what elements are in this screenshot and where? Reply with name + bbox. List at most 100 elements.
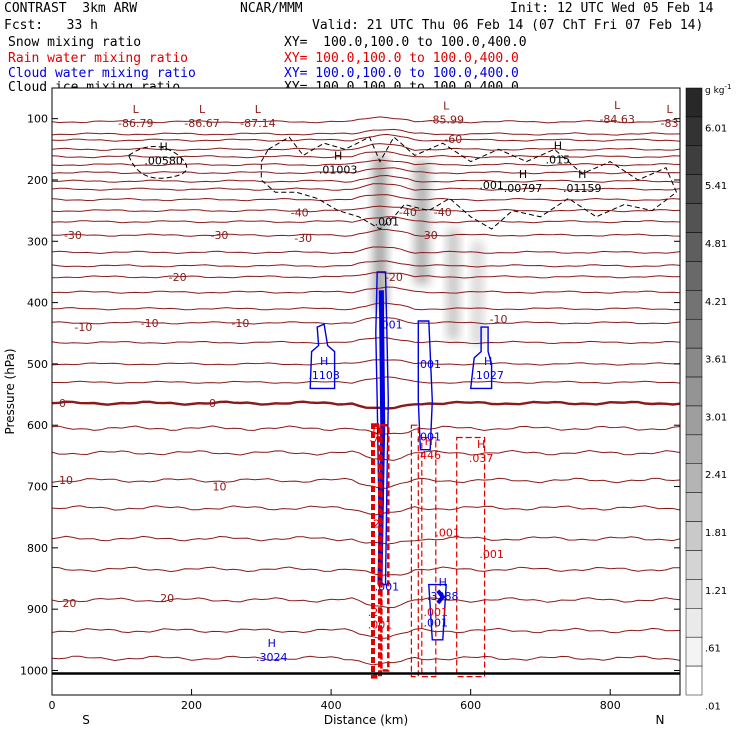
extremum-value: -85.99 xyxy=(429,113,464,126)
colorbar-box xyxy=(685,608,703,638)
contour-label: .001 xyxy=(378,319,403,332)
isotherm-contour xyxy=(51,359,681,366)
extremum-high-marker: H xyxy=(519,168,527,181)
extremum-high-marker: H xyxy=(439,576,447,589)
colorbar-label: 1.81 xyxy=(705,528,727,539)
direction-north-label: N xyxy=(656,713,665,727)
colorbar-box xyxy=(685,463,703,493)
colorbar-box xyxy=(685,492,703,522)
colorbar-box xyxy=(685,636,703,667)
isotherm-label: -40 xyxy=(291,206,309,219)
isotherm-contour xyxy=(51,133,681,142)
y-tick-label: 1000 xyxy=(20,664,48,677)
extremum-value: .1103 xyxy=(308,369,340,382)
isotherm-contour xyxy=(51,128,681,136)
contour-label: .001 xyxy=(479,548,504,561)
init-time: Init: 12 UTC Wed 05 Feb 14 xyxy=(510,1,714,16)
isotherm-label: -20 xyxy=(169,271,187,284)
isotherm-contour xyxy=(51,627,681,640)
rain-contour-3 xyxy=(410,424,419,678)
extremum-high-marker: H xyxy=(320,355,328,368)
cloud-water-contour-low xyxy=(428,583,447,641)
isotherm-contour xyxy=(52,376,681,384)
rain-contour-core-2 xyxy=(380,423,390,672)
isotherm-contour xyxy=(51,116,681,124)
isotherm-label: 10 xyxy=(59,474,73,487)
extremum-value: .446 xyxy=(417,449,442,462)
isotherm-label: -30 xyxy=(210,229,228,242)
colorbar-label: 4.81 xyxy=(705,239,727,250)
isotherm-contour xyxy=(51,400,681,410)
y-tick-label: 600 xyxy=(27,419,48,432)
isotherm-label: 20 xyxy=(62,597,76,610)
isotherm-contour xyxy=(51,477,681,489)
isotherm-contour xyxy=(51,449,681,461)
rain-contour-core xyxy=(371,423,382,679)
isotherm-label: 10 xyxy=(212,481,226,494)
cloud-water-contour-right xyxy=(469,326,493,390)
colorbar-box xyxy=(685,290,703,320)
forecast-hour: Fcst: 33 h xyxy=(4,18,98,33)
isotherm-label: 0 xyxy=(209,397,216,410)
colorbar-box xyxy=(685,405,703,436)
extremum-value: .00797 xyxy=(504,182,543,195)
cloud-water-low-core xyxy=(436,589,446,605)
contour-label: .001 xyxy=(417,358,442,371)
rain-contour-5 xyxy=(456,436,486,678)
colorbar-box xyxy=(685,174,703,204)
y-axis-title: Pressure (hPa) xyxy=(3,348,17,434)
colorbar-box xyxy=(685,87,703,118)
isotherm-contour xyxy=(51,286,681,294)
colorbar-box xyxy=(685,203,703,233)
extremum-value: -84.63 xyxy=(599,113,634,126)
colorbar-label: 3.01 xyxy=(705,412,727,423)
contour-label: .001 xyxy=(479,179,504,192)
isotherm-label: 0 xyxy=(59,397,66,410)
field-snow-name: Snow mixing ratio xyxy=(8,35,142,50)
colorbar-label: 6.01 xyxy=(705,123,727,134)
extremum-value: .3024 xyxy=(256,651,288,664)
isotherm-contour xyxy=(51,159,681,167)
isotherm-label: -20 xyxy=(385,271,403,284)
snow-shading-plume-4 xyxy=(472,241,484,346)
colorbar-box xyxy=(685,434,703,465)
direction-south-label: S xyxy=(82,713,90,727)
isotherm-contour xyxy=(51,597,681,609)
x-tick-label: 0 xyxy=(49,699,56,712)
colorbar-label: 5.41 xyxy=(705,181,727,192)
extremum-value: -87.14 xyxy=(240,117,275,130)
snow-shading-plume-main xyxy=(373,155,387,309)
isotherm-contour xyxy=(51,216,681,224)
colorbar-unit-exponent: -1 xyxy=(725,83,732,91)
contour-label: .001 xyxy=(424,606,449,619)
contour-label: 2 xyxy=(373,517,380,530)
extremum-high-marker: H xyxy=(334,150,342,163)
colorbar-box xyxy=(685,521,703,551)
field-cloudwater-name: Cloud water mixing ratio xyxy=(8,66,196,81)
colorbar-box xyxy=(685,579,703,609)
colorbar-box xyxy=(685,261,703,291)
extremum-value: -86.79 xyxy=(118,117,153,130)
extremum-value: .01159 xyxy=(563,182,602,195)
colorbar-box xyxy=(685,347,703,378)
extremum-high-marker: H xyxy=(268,637,276,650)
isotherm-contour xyxy=(51,229,681,237)
field-rain-xy: XY= 100.0,100.0 to 100.0,400.0 xyxy=(284,51,519,66)
cloud-ice-contour xyxy=(260,136,678,230)
isotherm-contour xyxy=(51,151,681,159)
colorbar-label: 4.21 xyxy=(705,297,727,308)
extremum-high-marker: H xyxy=(160,141,168,154)
y-tick-label: 100 xyxy=(27,113,48,126)
extremum-high-marker: H xyxy=(484,355,492,368)
y-tick-label: 300 xyxy=(27,235,48,248)
x-tick-label: 800 xyxy=(600,699,621,712)
isotherm-contour xyxy=(51,194,681,202)
plot-frame xyxy=(51,87,681,696)
colorbar-label: 1.21 xyxy=(705,586,727,597)
colorbar-box xyxy=(685,116,703,147)
x-axis-title: Distance (km) xyxy=(324,713,408,727)
x-tick-label: 200 xyxy=(181,699,202,712)
y-tick-label: 700 xyxy=(27,481,48,494)
y-tick-label: 400 xyxy=(27,297,48,310)
extremum-value: .1027 xyxy=(472,369,504,382)
